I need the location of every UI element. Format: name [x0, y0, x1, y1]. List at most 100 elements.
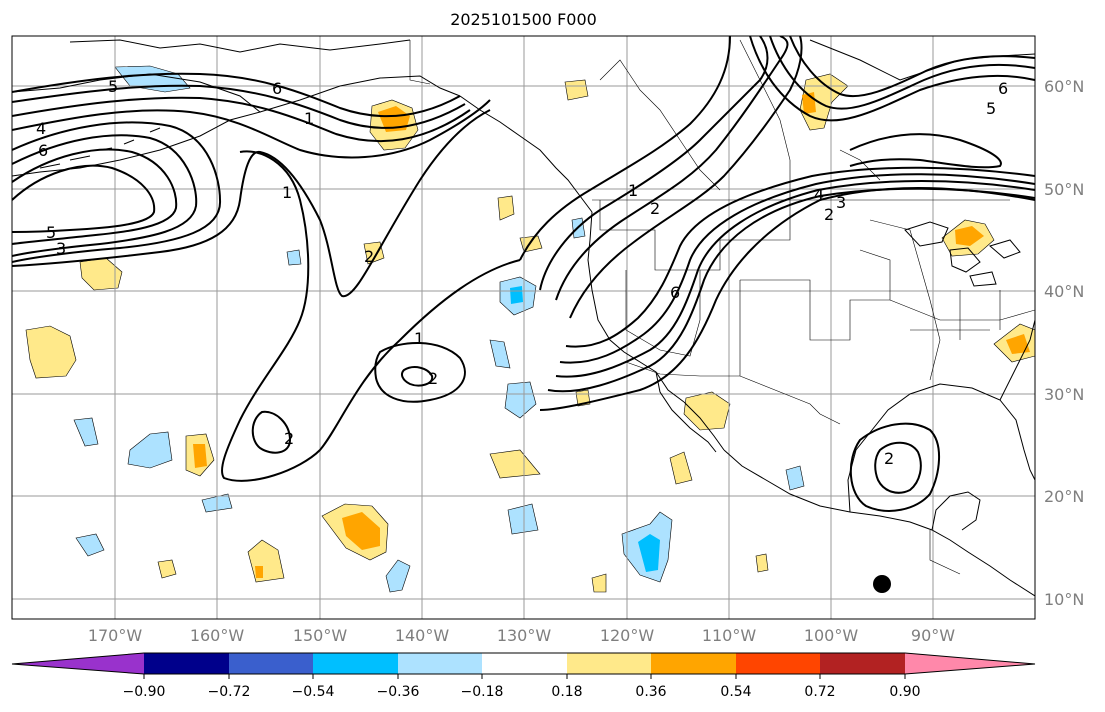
lat-label-50n: 50°N — [1044, 180, 1085, 199]
positive-anomaly-area — [79, 257, 123, 291]
positive-anomaly-area — [683, 391, 731, 431]
lat-label-60n: 60°N — [1044, 77, 1085, 96]
contour-label: 1 — [304, 109, 314, 128]
contour-line — [539, 187, 1035, 411]
colorbar-tick-label: 0.90 — [889, 684, 921, 700]
colorbar-segment — [144, 653, 229, 674]
border-line — [910, 290, 1001, 340]
positive-anomaly-area — [25, 325, 77, 379]
contour-label: 3 — [56, 239, 66, 258]
political-borders — [409, 39, 1035, 575]
lat-label-40n: 40°N — [1044, 282, 1085, 301]
contour-line — [12, 84, 466, 129]
contour-line — [769, 36, 1035, 110]
contour-line — [401, 366, 434, 387]
positive-anomaly-area — [519, 235, 543, 253]
contour-line — [547, 187, 1035, 393]
colorbar-tick-label: 0.18 — [551, 684, 583, 700]
contour-line — [569, 36, 803, 319]
negative-anomaly-area — [510, 286, 523, 304]
contour-label: 5 — [986, 99, 996, 118]
border-line — [739, 249, 891, 376]
contour-line — [12, 164, 156, 233]
baja-coastline — [655, 371, 725, 453]
lat-label-10n: 10°N — [1044, 590, 1085, 609]
lat-label-30n: 30°N — [1044, 385, 1085, 404]
contour-line — [874, 441, 922, 494]
alaska-coastline — [69, 39, 411, 53]
contour-label: 6 — [670, 283, 680, 302]
positive-anomaly-area — [193, 444, 207, 468]
great-lakes — [904, 221, 1021, 287]
contour-label: 1 — [628, 181, 638, 200]
lon-label-120w: 120°W — [599, 626, 655, 645]
contour-label: 1 — [414, 329, 424, 348]
lat-label-20n: 20°N — [1044, 487, 1085, 506]
positive-anomaly-area — [363, 241, 385, 265]
colorbar-segment — [736, 653, 820, 674]
contour-label: 5 — [108, 77, 118, 96]
shaded-anomaly-layer — [25, 65, 1035, 593]
negative-anomaly-area — [385, 559, 411, 593]
contour-label: 2 — [364, 247, 374, 266]
colorbar-tick-label: −0.54 — [291, 684, 335, 700]
colorbar-tick-label: 0.54 — [720, 684, 752, 700]
contour-line — [12, 96, 471, 143]
negative-anomaly-area — [75, 533, 105, 557]
negative-anomaly-area — [504, 381, 537, 419]
alaska-coastline — [259, 75, 461, 113]
lon-label-110w: 110°W — [701, 626, 757, 645]
border-line — [869, 219, 1035, 381]
contour-label: 2 — [650, 199, 660, 218]
positive-anomaly-area — [564, 79, 589, 101]
lon-label-90w: 90°W — [910, 626, 956, 645]
lon-label-150w: 150°W — [292, 626, 348, 645]
colorbar-tick-label: 0.72 — [804, 684, 836, 700]
lon-label-130w: 130°W — [496, 626, 552, 645]
colorbar-tick-label: −0.72 — [207, 684, 251, 700]
colorbar-segment — [482, 653, 567, 674]
contour-label: 5 — [46, 223, 56, 242]
contour-line — [555, 180, 1035, 378]
positive-anomaly-area — [342, 512, 380, 550]
contour-line — [555, 36, 789, 301]
contour-line — [374, 342, 466, 403]
gulf-coastline — [847, 383, 1035, 513]
lon-label-170w: 170°W — [87, 626, 143, 645]
contour-line — [12, 148, 178, 245]
contour-label: 4 — [814, 185, 824, 204]
contour-label: 2 — [284, 429, 294, 448]
position-marker — [873, 575, 891, 593]
colorbar-segment — [567, 653, 651, 674]
positive-anomaly-area — [1006, 334, 1030, 354]
contour-lines — [12, 36, 1035, 512]
contour-line — [12, 134, 198, 257]
bc-coastline — [459, 95, 593, 213]
colorbar-segment — [229, 653, 313, 674]
hudson-coastline — [809, 39, 1035, 81]
contour-line — [849, 133, 1002, 169]
border-line — [599, 59, 721, 191]
positive-anomaly-area — [255, 566, 263, 578]
contour-line — [12, 121, 222, 263]
contour-line — [539, 36, 769, 291]
contour-line — [220, 150, 521, 482]
contour-line — [251, 410, 292, 454]
positive-anomaly-area — [755, 553, 769, 573]
contour-line — [749, 36, 1035, 122]
positive-anomaly-area — [489, 449, 541, 479]
border-line — [625, 361, 841, 425]
colorbar-tick-label: −0.18 — [460, 684, 504, 700]
contour-label: 6 — [998, 79, 1008, 98]
colorbar-segment — [905, 653, 1035, 674]
border-line — [929, 530, 961, 575]
contour-line — [12, 72, 461, 118]
colorbar-tick-label: −0.90 — [122, 684, 166, 700]
border-line — [409, 40, 431, 85]
negative-anomaly-area — [507, 503, 539, 535]
lon-label-100w: 100°W — [803, 626, 859, 645]
negative-anomaly-area — [489, 339, 511, 369]
positive-anomaly-area — [247, 539, 285, 583]
map-title: 2025101500 F000 — [450, 10, 597, 29]
colorbar-tick-label: −0.36 — [376, 684, 420, 700]
